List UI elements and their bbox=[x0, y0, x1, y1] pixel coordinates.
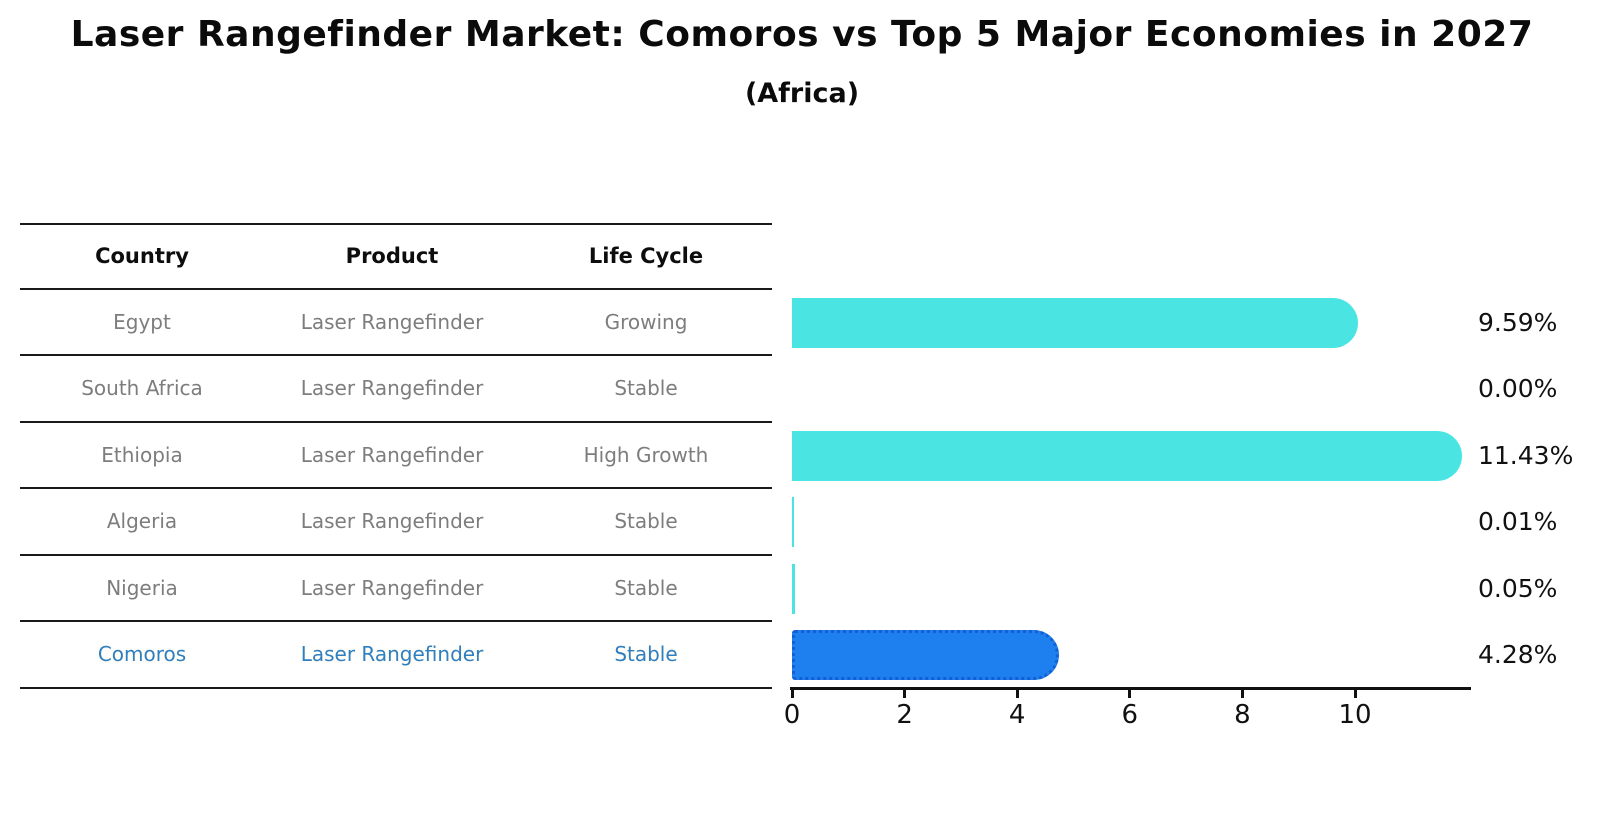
x-axis-tick-4: 4 bbox=[987, 689, 1047, 730]
table-row-algeria: Algeria Laser Rangefinder Stable bbox=[20, 489, 772, 556]
tick-mark bbox=[1353, 689, 1357, 698]
table-header-row: Country Product Life Cycle bbox=[20, 223, 772, 290]
cell-life-cycle: Stable bbox=[614, 642, 678, 667]
value-label-nigeria: 0.05% bbox=[1478, 573, 1558, 603]
bar-egypt bbox=[792, 297, 1358, 348]
cell-country: Algeria bbox=[106, 509, 178, 534]
column-header-country: Country bbox=[95, 244, 189, 269]
tick-mark bbox=[1015, 689, 1019, 698]
cell-product: Laser Rangefinder bbox=[300, 575, 484, 600]
cell-country: Comoros bbox=[97, 642, 187, 667]
table-row-egypt: Egypt Laser Rangefinder Growing bbox=[20, 290, 772, 356]
bar-ethiopia bbox=[792, 430, 1462, 481]
tick-label: 6 bbox=[1121, 700, 1139, 730]
value-label-algeria: 0.01% bbox=[1478, 507, 1558, 537]
x-axis-tick-2: 2 bbox=[875, 689, 935, 730]
tick-label: 10 bbox=[1338, 700, 1372, 730]
cell-product: Laser Rangefinder bbox=[300, 442, 484, 467]
cell-life-cycle: Stable bbox=[614, 376, 678, 401]
tick-label: 8 bbox=[1234, 700, 1251, 730]
cell-life-cycle: Stable bbox=[614, 575, 678, 600]
tick-mark bbox=[790, 689, 794, 698]
bar-algeria bbox=[792, 497, 794, 548]
cell-life-cycle: Growing bbox=[604, 309, 688, 334]
cell-product: Laser Rangefinder bbox=[300, 642, 484, 667]
x-axis-tick-6: 6 bbox=[1100, 689, 1160, 730]
tick-label: 2 bbox=[896, 700, 913, 730]
tick-mark bbox=[1128, 689, 1132, 698]
bar-nigeria bbox=[792, 563, 795, 614]
column-header-product: Product bbox=[345, 244, 439, 269]
tick-label: 0 bbox=[783, 700, 801, 730]
value-label-ethiopia: 11.43% bbox=[1478, 440, 1574, 470]
cell-country: Nigeria bbox=[106, 575, 178, 600]
tick-label: 4 bbox=[1008, 700, 1026, 730]
table-row-comoros: Comoros Laser Rangefinder Stable bbox=[20, 622, 772, 689]
x-axis-line bbox=[790, 687, 1471, 690]
cell-life-cycle: High Growth bbox=[583, 442, 709, 467]
cell-country: Egypt bbox=[113, 309, 171, 334]
chart-subtitle: (Africa) bbox=[744, 78, 860, 109]
chart-title: Laser Rangefinder Market: Comoros vs Top… bbox=[70, 14, 1534, 55]
tick-mark bbox=[903, 689, 907, 698]
value-label-egypt: 9.59% bbox=[1478, 307, 1558, 337]
cell-country: Ethiopia bbox=[101, 442, 183, 467]
table-row-nigeria: Nigeria Laser Rangefinder Stable bbox=[20, 556, 772, 622]
cell-life-cycle: Stable bbox=[614, 509, 678, 534]
tick-mark bbox=[1240, 689, 1244, 698]
x-axis-tick-8: 8 bbox=[1212, 689, 1272, 730]
bar-comoros bbox=[792, 630, 1059, 681]
cell-product: Laser Rangefinder bbox=[300, 309, 484, 334]
x-axis-tick-0: 0 bbox=[762, 689, 822, 730]
column-header-life-cycle: Life Cycle bbox=[588, 244, 704, 269]
x-axis-tick-10: 10 bbox=[1325, 689, 1385, 730]
cell-product: Laser Rangefinder bbox=[300, 509, 484, 534]
table-row-south-africa: South Africa Laser Rangefinder Stable bbox=[20, 356, 772, 423]
value-label-south-africa: 0.00% bbox=[1478, 374, 1558, 404]
table-row-ethiopia: Ethiopia Laser Rangefinder High Growth bbox=[20, 423, 772, 489]
cell-country: South Africa bbox=[81, 376, 203, 401]
value-label-comoros: 4.28% bbox=[1478, 640, 1558, 670]
cell-product: Laser Rangefinder bbox=[300, 376, 484, 401]
